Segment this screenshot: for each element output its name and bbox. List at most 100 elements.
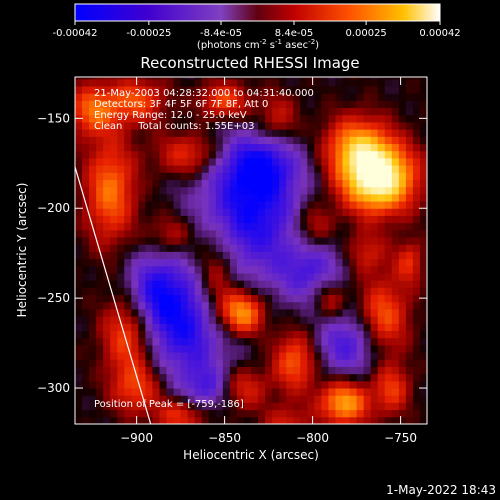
heatmap-cell [412,85,421,94]
heatmap-cell [272,272,280,281]
heatmap-cell [251,301,259,310]
heatmap-cell [293,244,301,252]
heatmap-cell [152,359,160,367]
heatmap-cell [110,359,118,367]
heatmap-cell [391,409,400,418]
heatmap-cell [300,215,308,224]
heatmap-cell [419,157,427,166]
heatmap-cell [236,157,245,166]
heatmap-cell [194,208,203,216]
heatmap-cell [103,251,111,260]
heatmap-cell [321,330,329,339]
heatmap-cell [131,107,139,116]
heatmap-cell [201,373,210,382]
heatmap-cell [173,359,182,367]
heatmap-cell [229,330,238,339]
heatmap-cell [201,129,210,137]
heatmap-cell [194,308,203,317]
heatmap-cell [286,301,294,310]
heatmap-cell [293,121,301,130]
heatmap-cell [187,316,196,324]
heatmap-cell [279,150,287,159]
heatmap-cell [293,416,301,424]
heatmap-cell [159,251,168,260]
heatmap-cell [166,366,175,375]
heatmap-cell [243,373,252,382]
heatmap-cell [103,229,111,238]
heatmap-cell [321,272,329,281]
heatmap-cell [138,301,146,310]
heatmap-cell [215,316,224,324]
timestamp: 1-May-2022 18:43 [386,483,496,497]
heatmap-cell [110,301,118,310]
heatmap-cell [286,251,294,260]
heatmap-cell [75,229,83,238]
heatmap-cell [307,85,315,94]
heatmap-cell [251,323,259,332]
heatmap-cell [251,258,259,267]
heatmap-cell [117,136,125,145]
heatmap-cell [180,129,189,137]
heatmap-cell [243,193,252,202]
heatmap-cell [384,172,393,180]
heatmap-cell [391,78,400,87]
heatmap-cell [321,373,329,382]
heatmap-cell [166,280,175,288]
heatmap-cell [384,258,393,267]
heatmap-cell [328,337,336,346]
heatmap-cell [124,77,132,80]
heatmap-cell [363,258,372,267]
heatmap-cell [328,388,336,396]
heatmap-cell [377,280,386,288]
heatmap-cell [180,373,189,382]
heatmap-cell [251,366,259,375]
heatmap-cell [279,186,287,195]
heatmap-cell [124,416,132,424]
heatmap-cell [131,150,139,159]
heatmap-cell [75,237,83,245]
heatmap-cell [145,215,153,224]
heatmap-cell [82,179,90,188]
x-tick-label: −750 [384,431,417,445]
heatmap-cell [307,143,315,152]
heatmap-cell [201,85,210,94]
heatmap-cell [229,136,238,145]
heatmap-cell [152,301,160,310]
info-detectors: Detectors: 3F 4F 5F 6F 7F 8F, Att 0 [94,99,268,110]
x-tick-label: −900 [120,431,153,445]
heatmap-cell [187,330,196,339]
heatmap-cell [293,172,301,180]
heatmap-cell [159,330,168,339]
heatmap-cell [138,373,146,382]
heatmap-cell [391,258,400,267]
heatmap-cell [405,330,414,339]
heatmap-cell [110,222,118,231]
heatmap-cell [138,85,146,94]
heatmap-cell [335,280,344,288]
heatmap-cell [117,294,125,303]
heatmap-cell [293,136,301,145]
heatmap-cell [215,287,224,296]
heatmap-cell [370,359,379,367]
heatmap-cell [145,366,153,375]
heatmap-cell [377,366,386,375]
heatmap-cell [138,388,146,396]
heatmap-cell [194,280,203,288]
heatmap-cell [131,179,139,188]
heatmap-cell [349,244,358,252]
heatmap-cell [208,215,217,224]
heatmap-cell [243,237,252,245]
heatmap-cell [349,294,358,303]
heatmap-cell [131,294,139,303]
heatmap-cell [391,373,400,382]
heatmap-cell [363,93,372,101]
heatmap-cell [405,395,414,403]
heatmap-cell [251,222,259,231]
heatmap-cell [103,287,111,296]
heatmap-cell [398,359,407,367]
heatmap-cell [349,208,358,216]
heatmap-cell [75,265,83,274]
heatmap-cell [300,78,308,87]
heatmap-cell [363,179,372,188]
heatmap-cell [286,129,294,137]
